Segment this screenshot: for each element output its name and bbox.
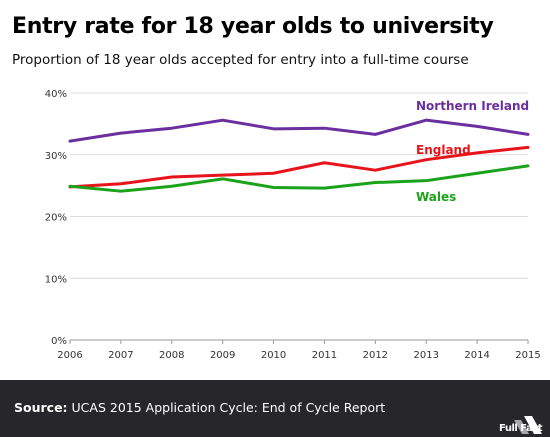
x-tick-label: 2010 (261, 350, 286, 361)
x-tick-label: 2008 (159, 350, 184, 361)
x-tick-label: 2013 (413, 350, 438, 361)
chart-subtitle: Proportion of 18 year olds accepted for … (12, 52, 469, 68)
series-label-england: England (416, 143, 471, 157)
x-tick-label: 2015 (515, 350, 540, 361)
x-tick-label: 2006 (57, 350, 82, 361)
line-chart: 0% 10% 20% 30% 40% 2006 2007 2008 2009 2010 2011 20… (45, 89, 541, 361)
series-label-wales: Wales (416, 190, 456, 204)
series-label-northern-ireland: Northern Ireland (416, 99, 529, 113)
source-text: UCAS 2015 Application Cycle: End of Cycl… (71, 400, 386, 415)
source-label: Source: (14, 400, 68, 415)
full-fact-logo: Full Fact (499, 410, 543, 434)
y-tick-label: 20% (45, 213, 67, 224)
x-tick-label: 2011 (312, 350, 337, 361)
source-note: Source: UCAS 2015 Application Cycle: End… (14, 400, 385, 415)
logo-mark-icon (514, 416, 542, 434)
y-tick-label: 40% (45, 89, 67, 100)
series-line-northern-ireland (68, 118, 530, 143)
y-tick-label: 10% (45, 274, 67, 285)
x-tick-label: 2014 (464, 350, 489, 361)
logo-text: Full Fact (499, 423, 543, 434)
x-tick-label: 2007 (108, 350, 133, 361)
y-tick-label: 0% (51, 336, 67, 347)
y-tick-label: 30% (45, 151, 67, 162)
series-line-england (68, 145, 530, 189)
x-tick-label: 2012 (363, 350, 388, 361)
footer-bar: Source: UCAS 2015 Application Cycle: End… (0, 380, 550, 437)
x-tick-label: 2009 (210, 350, 235, 361)
chart-title: Entry rate for 18 year olds to universit… (12, 14, 494, 39)
series-line-wales (68, 164, 530, 193)
